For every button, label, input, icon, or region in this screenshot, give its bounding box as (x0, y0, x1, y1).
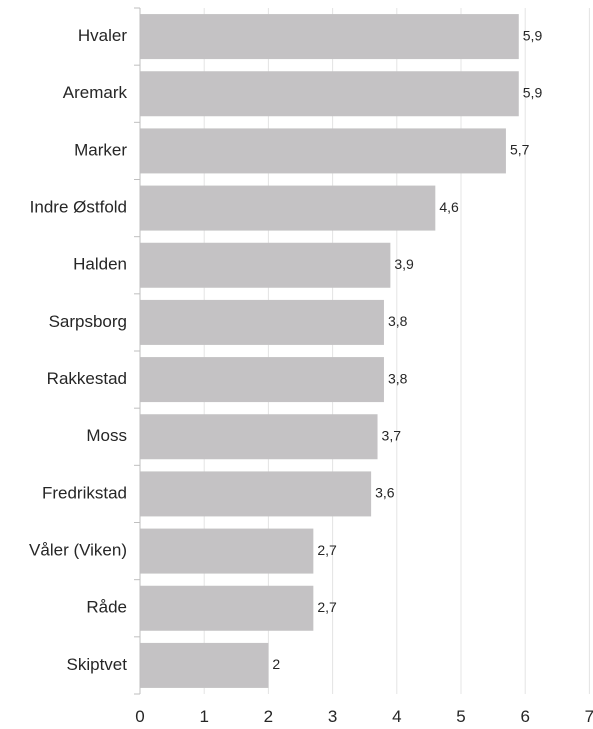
category-label: Aremark (63, 83, 128, 102)
value-label: 3,8 (388, 313, 408, 329)
grid-lines (203, 8, 590, 694)
x-tick-label: 2 (264, 707, 273, 726)
category-label: Indre Østfold (30, 198, 127, 217)
value-label: 3,8 (388, 370, 408, 386)
bar-5 (140, 299, 384, 345)
category-label: Sarpsborg (49, 312, 127, 331)
category-label: Rakkestad (47, 369, 127, 388)
bar-1 (140, 71, 519, 117)
bar-11 (140, 642, 269, 688)
value-label: 3,6 (375, 485, 395, 501)
category-label: Våler (Viken) (29, 541, 127, 560)
bar-3 (140, 185, 436, 231)
x-tick-label: 0 (135, 707, 144, 726)
bar-10 (140, 585, 314, 631)
x-tick-labels: 0 1 2 3 4 5 6 7 (135, 707, 593, 726)
value-label: 5,7 (510, 142, 530, 158)
value-label: 2,7 (317, 599, 337, 615)
value-label: 2,7 (317, 542, 337, 558)
bar-0 (140, 14, 519, 60)
bar-6 (140, 357, 384, 403)
category-labels: Hvaler Aremark Marker Indre Østfold Halden Sa… (29, 26, 127, 674)
bars (140, 14, 519, 688)
value-label: 3,7 (382, 427, 402, 443)
category-label: Skiptvet (67, 655, 128, 674)
x-tick-label: 7 (585, 707, 593, 726)
value-label: 3,9 (394, 256, 414, 272)
value-label: 4,6 (439, 199, 459, 215)
category-label: Marker (74, 140, 127, 159)
x-tick-label: 5 (456, 707, 465, 726)
bar-7 (140, 414, 378, 460)
value-label: 5,9 (523, 27, 543, 43)
category-label: Hvaler (78, 26, 127, 45)
x-tick-label: 6 (520, 707, 529, 726)
x-tick-label: 1 (199, 707, 208, 726)
category-label: Fredrikstad (42, 483, 127, 502)
x-tick-label: 3 (328, 707, 337, 726)
category-label: Råde (86, 598, 127, 617)
value-label: 5,9 (523, 84, 543, 100)
value-label: 2 (272, 656, 280, 672)
category-label: Moss (86, 426, 127, 445)
bar-4 (140, 242, 391, 288)
value-labels: 5,9 5,9 5,7 4,6 3,9 3,8 3,8 3,7 3,6 2,7 2,7 2 (272, 27, 542, 672)
category-label: Halden (73, 255, 127, 274)
bar-8 (140, 471, 372, 517)
y-axis (134, 7, 141, 695)
x-tick-label: 4 (392, 707, 401, 726)
bar-9 (140, 528, 314, 574)
bar-2 (140, 128, 506, 174)
